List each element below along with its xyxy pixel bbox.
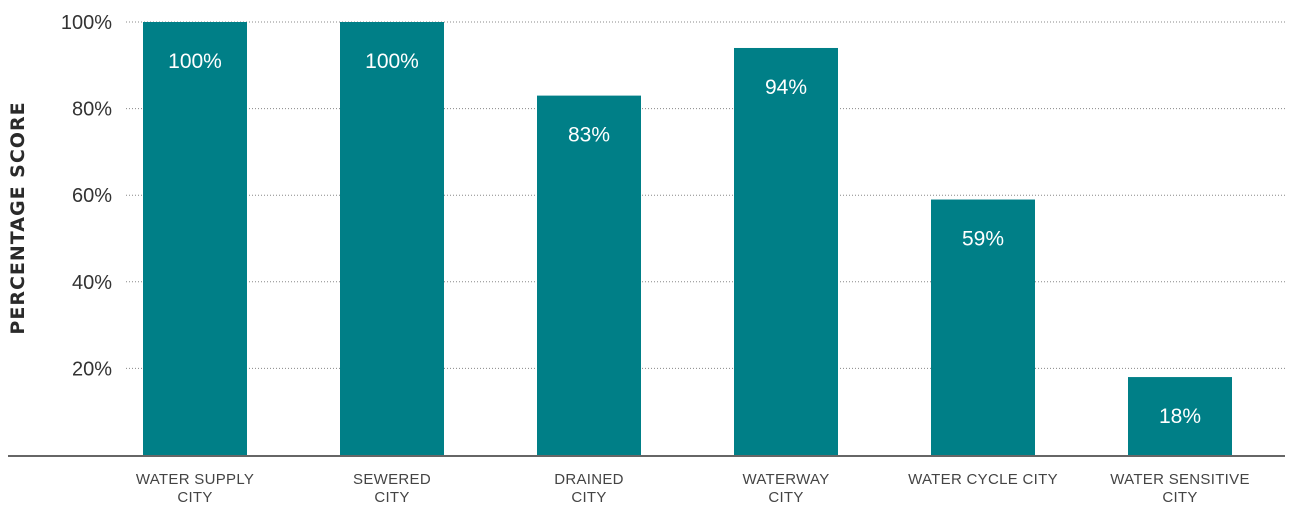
y-tick-label: 80% (72, 99, 112, 121)
y-axis-ticks: 20% 40% 60% 80% 100% (61, 12, 112, 380)
grid-lines (126, 21, 1285, 369)
x-tick-label: WATER CYCLE CITY (908, 471, 1058, 488)
y-tick-label: 60% (72, 185, 112, 207)
data-label: 100% (168, 50, 222, 73)
x-tick-label-line: WATER SUPPLY (136, 471, 254, 488)
y-tick-label: 20% (72, 358, 112, 380)
bars: 100% 100% 83% 94% 59% 18% (143, 22, 1232, 456)
x-tick-label-line: WATERWAY (742, 471, 829, 488)
x-tick-label: WATER SENSITIVE CITY (1110, 471, 1250, 506)
x-tick-label-line: WATER SENSITIVE (1110, 471, 1250, 488)
bar (1128, 377, 1232, 455)
x-tick-label-line: CITY (571, 489, 606, 506)
data-label: 94% (765, 76, 807, 99)
data-label: 100% (365, 50, 419, 73)
y-axis-label: PERCENTAGE SCORE (7, 101, 29, 334)
x-tick-label: SEWERED CITY (353, 471, 431, 506)
y-tick-label: 40% (72, 272, 112, 294)
bar (931, 199, 1035, 455)
data-label: 83% (568, 124, 610, 147)
x-tick-label-line: SEWERED (353, 471, 431, 488)
data-label: 59% (962, 228, 1004, 251)
x-tick-label: WATERWAY CITY (742, 471, 829, 506)
bar (537, 95, 641, 456)
x-tick-label-line: CITY (374, 489, 409, 506)
bar (340, 22, 444, 455)
x-tick-label: WATER SUPPLY CITY (136, 471, 254, 506)
data-label: 18% (1159, 405, 1201, 428)
x-tick-label-line: CITY (768, 489, 803, 506)
y-tick-label: 100% (61, 12, 112, 34)
x-tick-label-line: DRAINED (554, 471, 624, 488)
x-tick-label-line: CITY (1162, 489, 1197, 506)
bar (143, 22, 247, 455)
x-tick-label-line: WATER CYCLE CITY (908, 471, 1058, 488)
x-tick-label: DRAINED CITY (554, 471, 624, 506)
x-tick-label-line: CITY (177, 489, 212, 506)
bar (734, 47, 838, 455)
